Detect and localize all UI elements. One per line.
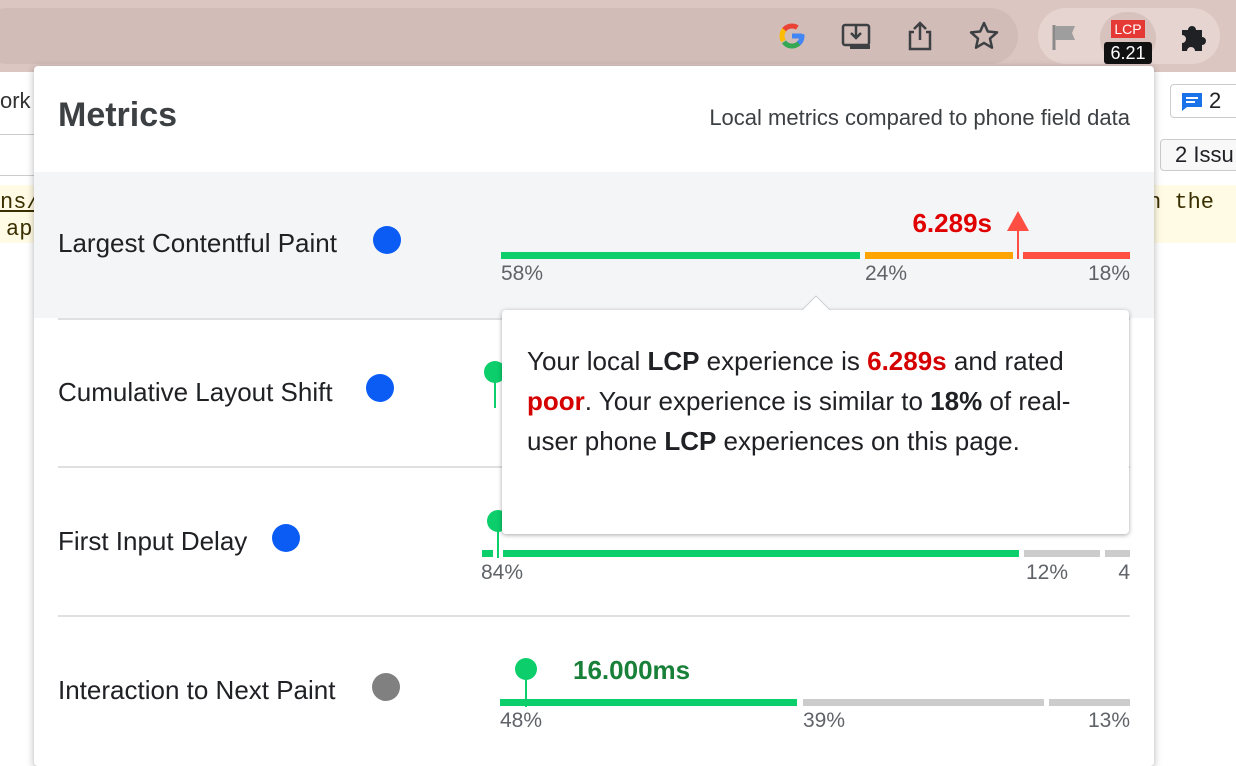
good-percent: 84%	[481, 561, 524, 584]
status-dot	[373, 226, 401, 254]
marker-line	[525, 669, 527, 707]
code-text: ns/	[0, 190, 40, 215]
popup-subtitle: Local metrics compared to phone field da…	[709, 105, 1130, 130]
metric-name: First Input Delay	[58, 526, 248, 556]
share-icon[interactable]	[905, 20, 935, 52]
marker-head	[484, 361, 506, 383]
local-value: 16.000ms	[573, 655, 691, 685]
tooltip-rating: poor	[527, 386, 585, 416]
tooltip-text: . Your experience is similar to	[584, 386, 931, 416]
marker-arrow	[1007, 211, 1029, 231]
poor-percent: 13%	[1087, 709, 1130, 732]
screen: {"browser": {"badge": {"label": "LCP", "…	[0, 0, 1236, 732]
popup-title: Metrics	[58, 96, 178, 134]
good-bar	[500, 699, 797, 706]
needs-improvement-bar	[803, 699, 1044, 706]
tooltip-metric: LCP	[647, 346, 700, 376]
status-dot	[272, 524, 300, 552]
tooltip: Your local LCP experience is 6.289s and …	[502, 310, 1129, 534]
extension-badge-label: LCP	[1111, 20, 1145, 38]
good-bar	[501, 252, 860, 259]
message-count: 2	[1209, 88, 1222, 113]
tooltip-metric: LCP	[664, 426, 717, 456]
good-percent: 48%	[500, 709, 543, 732]
tooltip-text: and rated	[946, 346, 1064, 376]
good-percent: 58%	[501, 262, 544, 285]
poor-percent: 18%	[1087, 262, 1130, 285]
metric-row-highlight	[34, 172, 1154, 318]
good-bar	[503, 550, 1019, 557]
code-text: n the	[1148, 190, 1215, 215]
row-divider	[58, 615, 1130, 617]
tooltip-percent: 18%	[930, 386, 983, 416]
bookmark-star-icon[interactable]	[968, 20, 1000, 52]
marker-line	[497, 520, 499, 558]
browser-toolbar: LCP 6.21	[0, 0, 1236, 72]
metric-name: Cumulative Layout Shift	[58, 377, 333, 407]
highlight	[1150, 185, 1236, 243]
tooltip-text: of real-user phone	[527, 386, 1071, 456]
extension-badge-value: 6.21	[1104, 42, 1152, 64]
highlight	[0, 185, 40, 243]
poor-bar	[1023, 252, 1130, 259]
needs-improvement-bar	[865, 252, 1013, 259]
good-bar	[482, 550, 493, 557]
address-bar[interactable]	[0, 8, 1018, 64]
status-dot	[372, 673, 400, 701]
ni-percent: 12%	[1025, 561, 1068, 584]
ni-percent: 24%	[865, 262, 908, 285]
marker-line	[494, 372, 496, 408]
poor-percent: 4	[1118, 561, 1130, 584]
messages-button[interactable]: 2	[1170, 84, 1236, 118]
google-icon[interactable]	[776, 20, 808, 52]
needs-improvement-bar	[1024, 550, 1100, 557]
poor-bar	[1049, 699, 1130, 706]
marker-head	[515, 658, 537, 680]
status-dot	[366, 374, 394, 402]
tab-text: ork	[0, 88, 31, 113]
tooltip-value: 6.289s	[867, 346, 947, 376]
message-icon	[1182, 93, 1202, 111]
install-icon[interactable]	[840, 20, 872, 52]
tooltip-pointer	[802, 295, 832, 318]
code-text: ap	[6, 217, 33, 242]
flag-icon[interactable]	[1050, 22, 1080, 52]
tooltip-text: experiences on this page.	[716, 426, 1020, 456]
marker-line	[1017, 228, 1019, 259]
divider	[0, 175, 40, 176]
metric-name: Interaction to Next Paint	[58, 675, 336, 705]
tooltip-text: Your local	[527, 346, 648, 376]
local-value: 6.289s	[912, 208, 992, 238]
issues-button[interactable]: 2 Issu	[1160, 139, 1236, 171]
metric-name: Largest Contentful Paint	[58, 228, 337, 258]
poor-bar	[1105, 550, 1130, 557]
extensions-icon[interactable]	[1176, 20, 1210, 54]
ni-percent: 39%	[803, 709, 846, 732]
divider	[0, 134, 40, 135]
issues-label: 2 Issu	[1175, 142, 1234, 167]
tooltip-text: experience is	[699, 346, 868, 376]
